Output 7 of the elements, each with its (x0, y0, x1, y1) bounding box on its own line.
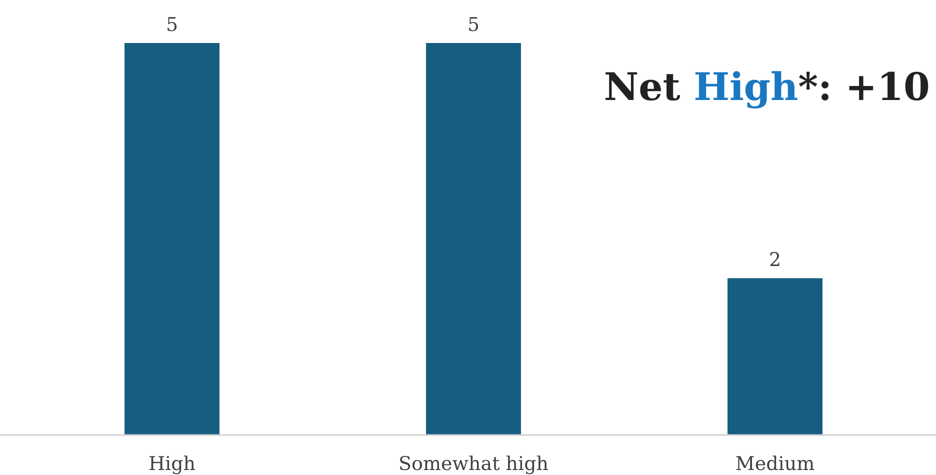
data-label: 5 (467, 14, 480, 36)
data-label: 5 (166, 14, 178, 36)
x-tick-label: Medium (735, 453, 815, 475)
x-tick-label: High (148, 453, 196, 475)
x-tick-label: Somewhat high (398, 453, 548, 475)
annotation: Net High*: +10 (604, 64, 930, 109)
data-label: 2 (768, 249, 782, 272)
